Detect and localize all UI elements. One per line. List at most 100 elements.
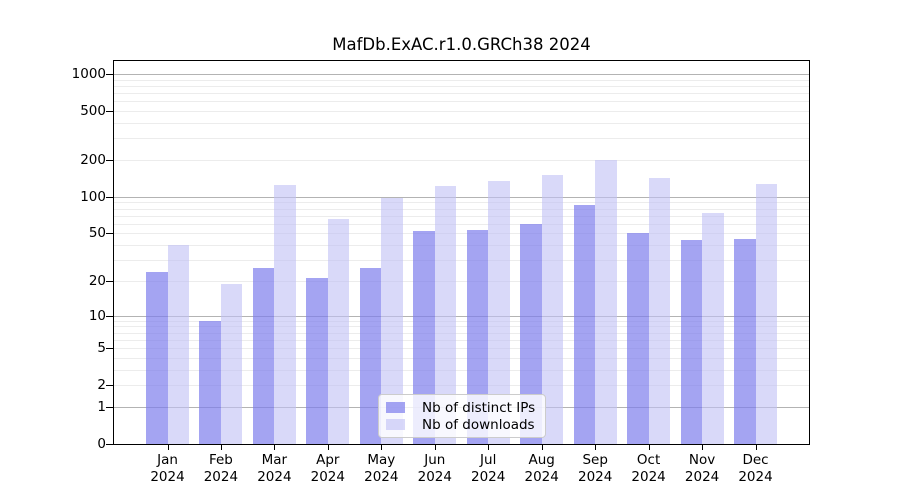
- bar-downloads-may: [381, 198, 403, 444]
- bar-downloads-jun: [434, 186, 457, 444]
- x-tick-label-sep: Sep 2024: [559, 452, 631, 486]
- bar-downloads-dec: [755, 183, 777, 444]
- x-tick-label-jun: Jun 2024: [399, 452, 471, 486]
- x-tick-year: 2024: [524, 469, 559, 485]
- x-tick-label-jul: Jul 2024: [452, 452, 524, 486]
- legend-swatch-downloads: [386, 419, 405, 430]
- y-gridline-minor: [114, 202, 809, 204]
- x-tick-year: 2024: [684, 469, 720, 485]
- x-tick-mark: [541, 445, 543, 450]
- legend-label-distinct-ips: Nb of distinct IPs: [422, 399, 536, 416]
- y-tick-mark: [106, 385, 113, 387]
- plot-area: [113, 60, 810, 445]
- bar-downloads-jul: [488, 181, 510, 444]
- legend-label-downloads: Nb of downloads: [422, 416, 535, 433]
- x-tick-month: Jul: [480, 452, 497, 468]
- legend-item-distinct-ips: Nb of distinct IPs: [386, 399, 535, 416]
- bar-ips-jul: [466, 230, 489, 444]
- bar-downloads-jan: [167, 245, 189, 444]
- y-gridline-minor: [114, 369, 809, 371]
- x-tick-label-may: May 2024: [345, 452, 417, 486]
- x-tick-label-dec: Dec 2024: [720, 452, 792, 486]
- y-gridline-minor: [114, 245, 809, 247]
- bar-downloads-aug: [541, 175, 564, 444]
- y-tick-label: 500: [80, 103, 106, 119]
- x-tick-mark: [434, 445, 436, 450]
- y-gridline-minor: [114, 357, 809, 359]
- y-tick-label: 20: [88, 272, 106, 289]
- bar-downloads-feb: [220, 283, 243, 444]
- y-gridline-minor: [114, 159, 809, 161]
- bar-ips-nov: [680, 240, 703, 444]
- x-tick-mark: [220, 445, 222, 450]
- x-tick-label-feb: Feb 2024: [185, 452, 257, 486]
- y-tick-label: 5: [97, 340, 106, 356]
- x-tick-mark: [167, 445, 169, 450]
- x-tick-year: 2024: [310, 469, 345, 485]
- y-gridline-minor: [114, 123, 809, 124]
- y-gridline-minor: [114, 79, 809, 81]
- y-gridline-minor: [114, 233, 809, 235]
- y-tick-mark: [106, 406, 113, 408]
- y-gridline-minor: [114, 348, 809, 349]
- bar-ips-oct: [627, 233, 649, 444]
- x-tick-mark: [595, 445, 597, 450]
- y-gridline-minor: [114, 93, 809, 94]
- x-tick-year: 2024: [150, 469, 185, 485]
- x-tick-month: Nov: [688, 452, 716, 468]
- y-gridline-major: [114, 196, 809, 198]
- x-tick-year: 2024: [631, 469, 666, 485]
- x-tick-month: Mar: [261, 452, 288, 468]
- y-gridline-minor: [114, 385, 809, 387]
- x-tick-year: 2024: [471, 469, 506, 485]
- bar-downloads-mar: [274, 184, 296, 444]
- y-tick-label: 100: [80, 188, 106, 205]
- y-gridline-major: [114, 74, 809, 75]
- legend: Nb of distinct IPs Nb of downloads: [378, 394, 547, 438]
- y-tick-label: 50: [88, 225, 106, 242]
- x-tick-month: Jun: [424, 452, 446, 468]
- x-tick-label-aug: Aug 2024: [506, 452, 578, 486]
- y-tick-mark: [106, 348, 113, 349]
- y-gridline-minor: [114, 223, 809, 225]
- x-tick-month: Dec: [742, 452, 769, 468]
- y-tick-mark: [106, 315, 113, 317]
- x-tick-mark: [488, 445, 490, 450]
- chart-title: MafDb.ExAC.r1.0.GRCh38 2024: [332, 35, 591, 54]
- y-gridline-major: [114, 315, 809, 317]
- x-tick-month: May: [367, 452, 396, 468]
- y-tick-mark: [106, 233, 113, 235]
- x-tick-mark: [755, 445, 757, 450]
- x-tick-month: Aug: [528, 452, 555, 468]
- bar-ips-feb: [199, 320, 221, 444]
- bar-downloads-oct: [648, 177, 671, 444]
- x-tick-mark: [381, 445, 383, 450]
- y-gridline-minor: [114, 339, 809, 341]
- y-gridline-minor: [114, 320, 809, 322]
- y-gridline-minor: [114, 326, 809, 328]
- x-tick-month: Feb: [208, 452, 233, 468]
- x-tick-mark: [327, 445, 329, 450]
- x-tick-label-jan: Jan 2024: [132, 452, 204, 486]
- y-tick-mark: [106, 111, 113, 112]
- x-tick-month: Oct: [636, 452, 661, 468]
- y-tick-label: 1000: [71, 66, 106, 82]
- x-tick-year: 2024: [578, 469, 613, 485]
- bar-ips-may: [359, 267, 382, 444]
- bar-ips-jun: [413, 231, 435, 444]
- bar-downloads-sep: [595, 159, 617, 444]
- y-tick-label: 2: [97, 377, 106, 394]
- y-gridline-minor: [114, 280, 809, 282]
- y-tick-label: 10: [88, 307, 106, 324]
- y-tick-mark: [106, 444, 113, 445]
- y-gridline-minor: [114, 332, 809, 334]
- bar-ips-apr: [306, 278, 328, 444]
- bar-downloads-nov: [702, 212, 724, 444]
- x-tick-year: 2024: [738, 469, 773, 485]
- x-tick-label-apr: Apr 2024: [292, 452, 364, 486]
- bar-ips-mar: [252, 267, 275, 444]
- y-gridline-minor: [114, 85, 809, 87]
- y-tick-mark: [106, 74, 113, 75]
- legend-swatch-distinct-ips: [386, 402, 405, 413]
